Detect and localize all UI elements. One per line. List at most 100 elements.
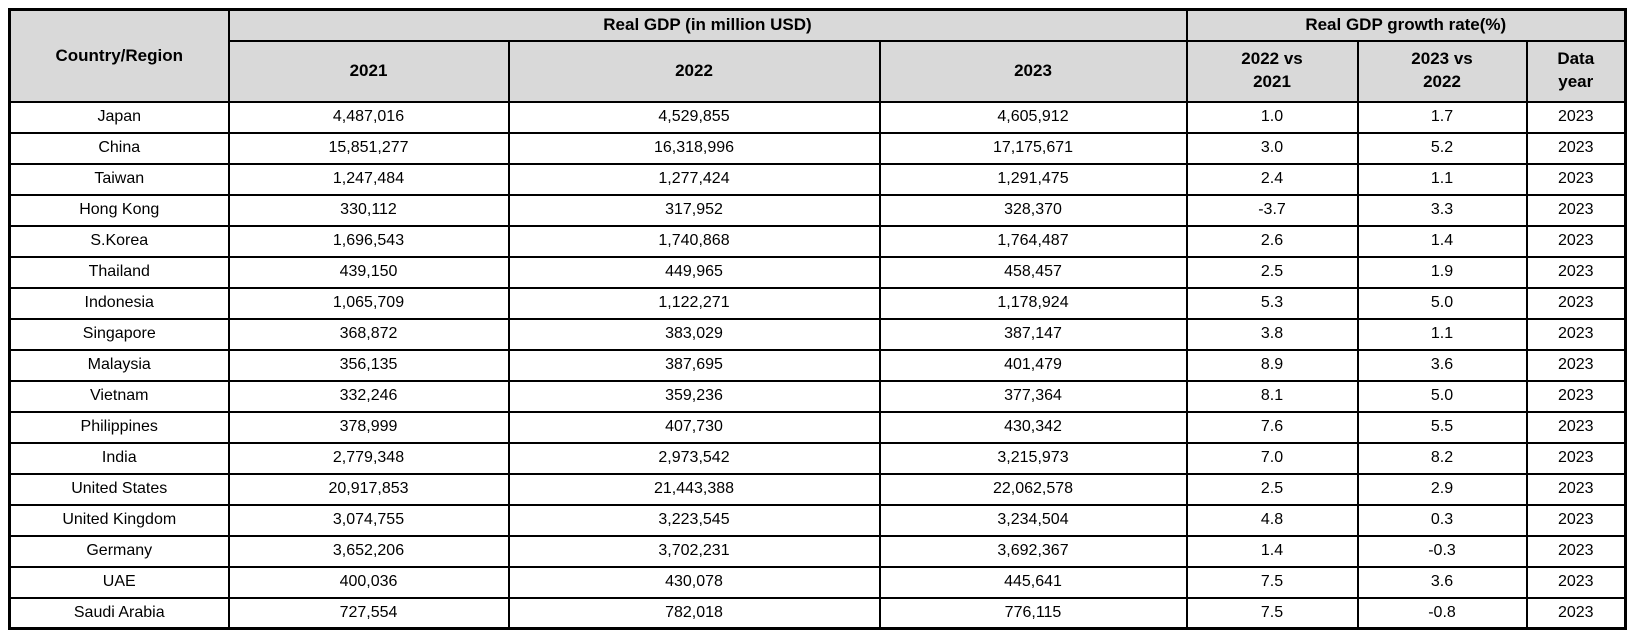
table-row: Indonesia 1,065,709 1,122,271 1,178,924 …	[8, 286, 1627, 320]
gdp-2023-cell: 17,175,671	[878, 131, 1188, 165]
growth-2022-vs-2021-cell: 7.5	[1185, 565, 1359, 599]
gdp-2022-cell: 317,952	[507, 193, 881, 227]
country-cell: UAE	[8, 565, 230, 599]
gdp-2022-cell: 387,695	[507, 348, 881, 382]
country-cell: Taiwan	[8, 162, 230, 196]
data-year-cell: 2023	[1525, 193, 1627, 227]
growth-2022-vs-2021-cell: 2.6	[1185, 224, 1359, 258]
table-row: Saudi Arabia 727,554 782,018 776,115 7.5…	[8, 596, 1627, 630]
gdp-2021-cell: 330,112	[227, 193, 510, 227]
data-year-cell: 2023	[1525, 472, 1627, 506]
header-line: Data	[1557, 49, 1595, 69]
gdp-2021-cell: 4,487,016	[227, 100, 510, 134]
gdp-2022-cell: 383,029	[507, 317, 881, 351]
country-region-header: Country/Region	[8, 8, 230, 103]
table-row: Hong Kong 330,112 317,952 328,370 -3.7 3…	[8, 193, 1627, 227]
gdp-2023-cell: 458,457	[878, 255, 1188, 289]
table-header: Country/Region Real GDP (in million USD)…	[8, 8, 1627, 103]
country-cell: S.Korea	[8, 224, 230, 258]
country-cell: Vietnam	[8, 379, 230, 413]
gdp-2022-cell: 3,223,545	[507, 503, 881, 537]
country-cell: Thailand	[8, 255, 230, 289]
gdp-2023-cell: 3,692,367	[878, 534, 1188, 568]
gdp-2022-cell: 2,973,542	[507, 441, 881, 475]
gdp-2021-cell: 1,247,484	[227, 162, 510, 196]
data-year-header: Data year	[1525, 39, 1627, 103]
gdp-2022-cell: 4,529,855	[507, 100, 881, 134]
gdp-2022-cell: 1,122,271	[507, 286, 881, 320]
country-cell: Singapore	[8, 317, 230, 351]
gdp-2022-cell: 1,740,868	[507, 224, 881, 258]
gdp-2022-cell: 449,965	[507, 255, 881, 289]
gdp-2023-cell: 445,641	[878, 565, 1188, 599]
data-year-cell: 2023	[1525, 534, 1627, 568]
real-gdp-group-header: Real GDP (in million USD)	[227, 8, 1188, 42]
growth-2023-vs-2022-cell: -0.8	[1356, 596, 1528, 630]
gdp-2021-cell: 3,652,206	[227, 534, 510, 568]
data-year-cell: 2023	[1525, 596, 1627, 630]
header-line: 2022	[1423, 72, 1461, 91]
table-row: Taiwan 1,247,484 1,277,424 1,291,475 2.4…	[8, 162, 1627, 196]
gdp-2021-cell: 439,150	[227, 255, 510, 289]
gdp-2023-cell: 387,147	[878, 317, 1188, 351]
gdp-2023-cell: 3,215,973	[878, 441, 1188, 475]
growth-2023-vs-2022-cell: 3.6	[1356, 565, 1528, 599]
gdp-2023-cell: 776,115	[878, 596, 1188, 630]
table-row: Japan 4,487,016 4,529,855 4,605,912 1.0 …	[8, 100, 1627, 134]
country-cell: Malaysia	[8, 348, 230, 382]
gdp-2023-cell: 4,605,912	[878, 100, 1188, 134]
country-cell: Japan	[8, 100, 230, 134]
growth-2023-vs-2022-header: 2023 vs 2022	[1356, 39, 1528, 103]
table-row: India 2,779,348 2,973,542 3,215,973 7.0 …	[8, 441, 1627, 475]
gdp-2023-cell: 3,234,504	[878, 503, 1188, 537]
gdp-table: Country/Region Real GDP (in million USD)…	[8, 8, 1628, 630]
growth-2023-vs-2022-cell: 1.4	[1356, 224, 1528, 258]
data-year-cell: 2023	[1525, 410, 1627, 444]
data-year-cell: 2023	[1525, 317, 1627, 351]
gdp-2023-cell: 1,178,924	[878, 286, 1188, 320]
growth-2023-vs-2022-cell: 5.5	[1356, 410, 1528, 444]
growth-2023-vs-2022-cell: 8.2	[1356, 441, 1528, 475]
gdp-2021-cell: 368,872	[227, 317, 510, 351]
growth-2022-vs-2021-cell: 2.5	[1185, 255, 1359, 289]
growth-2022-vs-2021-cell: 5.3	[1185, 286, 1359, 320]
country-cell: Saudi Arabia	[8, 596, 230, 630]
gdp-2023-cell: 22,062,578	[878, 472, 1188, 506]
country-cell: United Kingdom	[8, 503, 230, 537]
growth-2022-vs-2021-cell: 4.8	[1185, 503, 1359, 537]
gdp-2021-cell: 1,065,709	[227, 286, 510, 320]
table-row: China 15,851,277 16,318,996 17,175,671 3…	[8, 131, 1627, 165]
growth-2022-vs-2021-header: 2022 vs 2021	[1185, 39, 1359, 103]
gdp-2021-cell: 3,074,755	[227, 503, 510, 537]
country-cell: Hong Kong	[8, 193, 230, 227]
table-row: United Kingdom 3,074,755 3,223,545 3,234…	[8, 503, 1627, 537]
year-2022-header: 2022	[507, 39, 881, 103]
header-line: 2023 vs	[1411, 49, 1473, 69]
data-year-cell: 2023	[1525, 224, 1627, 258]
header-sub-row: 2021 2022 2023 2022 vs 2021 2023 vs 2022…	[10, 39, 1627, 103]
table-row: Singapore 368,872 383,029 387,147 3.8 1.…	[8, 317, 1627, 351]
gdp-2022-cell: 407,730	[507, 410, 881, 444]
data-year-cell: 2023	[1525, 348, 1627, 382]
gdp-2023-cell: 430,342	[878, 410, 1188, 444]
growth-2022-vs-2021-cell: 7.6	[1185, 410, 1359, 444]
gdp-2022-cell: 430,078	[507, 565, 881, 599]
gdp-2023-cell: 328,370	[878, 193, 1188, 227]
data-year-cell: 2023	[1525, 379, 1627, 413]
country-cell: India	[8, 441, 230, 475]
growth-2023-vs-2022-cell: 0.3	[1356, 503, 1528, 537]
growth-2023-vs-2022-cell: -0.3	[1356, 534, 1528, 568]
growth-2023-vs-2022-cell: 3.6	[1356, 348, 1528, 382]
growth-2023-vs-2022-cell: 5.0	[1356, 286, 1528, 320]
year-2021-header: 2021	[227, 39, 510, 103]
growth-2022-vs-2021-cell: -3.7	[1185, 193, 1359, 227]
growth-2022-vs-2021-cell: 3.0	[1185, 131, 1359, 165]
table-row: United States 20,917,853 21,443,388 22,0…	[8, 472, 1627, 506]
gdp-2021-cell: 356,135	[227, 348, 510, 382]
growth-2023-vs-2022-cell: 1.1	[1356, 162, 1528, 196]
country-cell: Germany	[8, 534, 230, 568]
data-year-cell: 2023	[1525, 503, 1627, 537]
gdp-2023-cell: 377,364	[878, 379, 1188, 413]
data-year-cell: 2023	[1525, 162, 1627, 196]
growth-2022-vs-2021-cell: 8.1	[1185, 379, 1359, 413]
